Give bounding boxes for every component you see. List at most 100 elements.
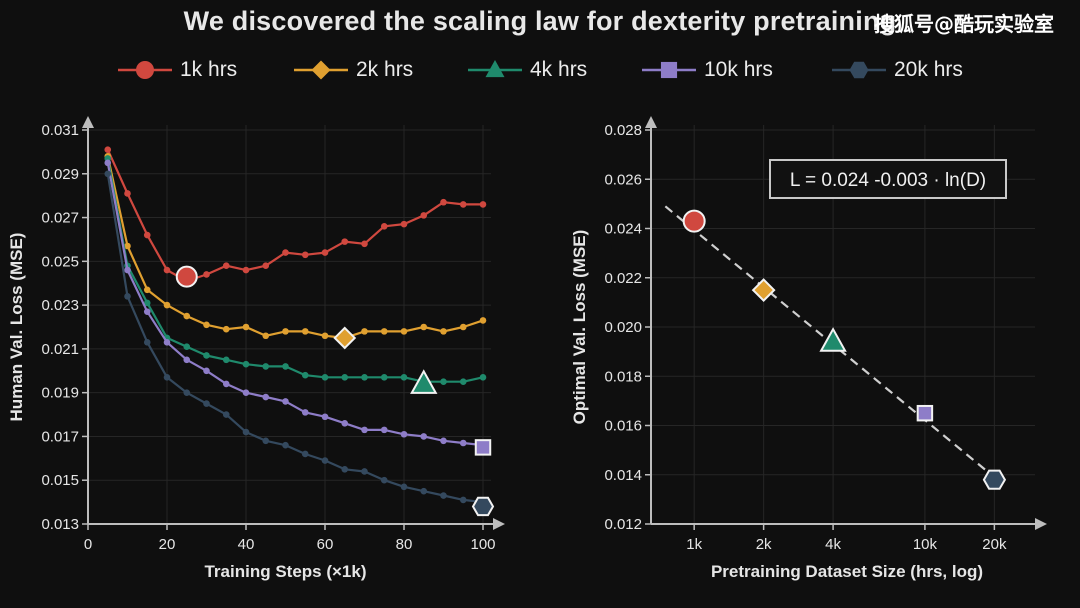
x-tick-label: 4k <box>825 536 841 553</box>
series-line-2k <box>106 156 484 339</box>
legend-item-20k: 20k hrs <box>830 52 963 88</box>
data-point-2k <box>282 328 289 335</box>
data-point-10k <box>321 413 329 421</box>
data-point-2k <box>440 328 447 335</box>
y-axis-label: Optimal Val. Loss (MSE) <box>570 230 589 425</box>
x-axis-label: Training Steps (×1k) <box>204 562 366 581</box>
x-tick-label: 10k <box>913 536 938 553</box>
y-tick-label: 0.023 <box>41 297 79 314</box>
series-line-1k <box>106 149 483 283</box>
legend-label-1k: 1k hrs <box>180 58 238 81</box>
data-point-10k <box>242 389 250 396</box>
y-tick-label: 0.018 <box>604 368 642 385</box>
data-point-10k <box>163 339 171 346</box>
y-tick-label: 0.016 <box>604 418 642 435</box>
scatter-point-4k <box>819 327 847 352</box>
y-tick-label: 0.020 <box>604 319 642 336</box>
x-axis-arrow <box>1035 518 1047 530</box>
data-point-20k <box>143 339 151 346</box>
data-point-1k <box>479 201 487 208</box>
y-tick-label: 0.022 <box>604 270 642 287</box>
data-point-10k <box>203 367 210 375</box>
y-tick-label: 0.017 <box>41 428 79 445</box>
data-point-2k <box>242 323 250 331</box>
legend: 1k hrs 2k hrs 4k hrs 10k hrs 20k hrs <box>0 52 1080 88</box>
data-point-1k <box>282 249 289 256</box>
data-point-4k <box>321 374 329 381</box>
x-tick-label: 2k <box>756 536 772 553</box>
data-point-10k <box>222 380 230 388</box>
legend-marker-4k <box>468 60 522 78</box>
y-tick-label: 0.029 <box>41 166 79 183</box>
data-point-1k <box>203 271 210 278</box>
data-point-20k <box>203 400 210 407</box>
legend-label-2k: 2k hrs <box>356 58 414 81</box>
data-point-10k <box>104 159 112 167</box>
legend-item-4k: 4k hrs <box>466 52 587 88</box>
data-point-2k <box>380 328 388 335</box>
watermark: 搜狐号@酷玩实验室 <box>874 12 1054 36</box>
data-point-2k <box>222 325 230 333</box>
legend-item-1k: 1k hrs <box>116 52 237 88</box>
data-point-1k <box>124 190 131 197</box>
optimum-marker-10k <box>474 439 492 456</box>
data-point-20k <box>301 450 309 458</box>
optimum-marker-20k <box>471 496 495 517</box>
chart-title: We discovered the scaling law for dexter… <box>183 6 897 36</box>
data-point-20k <box>163 374 171 381</box>
data-point-4k <box>459 378 467 386</box>
data-point-4k <box>361 374 368 381</box>
data-point-2k <box>301 328 309 335</box>
optimum-marker-4k <box>410 369 438 394</box>
y-axis-arrow <box>645 116 657 128</box>
scatter-point-1k <box>682 209 706 233</box>
data-point-10k <box>380 426 388 434</box>
data-point-2k <box>321 332 329 340</box>
data-point-4k <box>203 352 210 359</box>
x-axis-label: Pretraining Dataset Size (hrs, log) <box>711 562 983 581</box>
data-point-20k <box>440 492 447 499</box>
legend-item-2k: 2k hrs <box>292 52 413 88</box>
legend-label-10k: 10k hrs <box>704 58 773 81</box>
y-axis-label: Human Val. Loss (MSE) <box>7 233 26 422</box>
data-point-10k <box>361 426 368 434</box>
data-point-20k <box>262 437 270 445</box>
scatter-point-20k <box>982 469 1007 490</box>
y-tick-label: 0.012 <box>604 516 642 533</box>
data-point-2k <box>163 301 171 309</box>
data-point-10k <box>143 308 151 315</box>
data-point-10k <box>440 437 447 445</box>
data-point-20k <box>124 293 131 300</box>
data-point-2k <box>361 328 368 335</box>
data-point-1k <box>262 262 270 270</box>
x-tick-label: 0 <box>84 536 92 553</box>
data-point-4k <box>282 363 289 370</box>
y-tick-label: 0.013 <box>41 516 79 533</box>
data-point-1k <box>222 262 230 270</box>
scatter-point-10k <box>916 404 934 422</box>
data-point-4k <box>341 374 349 381</box>
data-point-10k <box>124 266 131 274</box>
x-tick-label: 40 <box>238 536 255 553</box>
data-point-20k <box>380 476 388 484</box>
data-point-10k <box>301 409 309 416</box>
x-tick-label: 60 <box>317 536 334 553</box>
y-tick-label: 0.021 <box>41 341 79 358</box>
scatter-point-2k <box>751 278 776 302</box>
data-point-2k <box>143 286 151 294</box>
legend-item-10k: 10k hrs <box>640 52 773 88</box>
equation-text: L = 0.024 -0.003 · ln(D) <box>790 170 986 191</box>
legend-marker-20k <box>832 61 886 79</box>
y-tick-label: 0.025 <box>41 253 79 270</box>
data-point-2k <box>124 242 131 250</box>
y-tick-label: 0.031 <box>41 122 79 139</box>
data-point-4k <box>262 363 270 370</box>
y-tick-label: 0.014 <box>604 467 642 484</box>
data-point-1k <box>143 231 151 239</box>
data-point-2k <box>459 323 467 331</box>
right-chart-scaling-law: 0.012 0.014 0.016 0.018 0.020 0.022 0.024 0.026… <box>570 116 1047 581</box>
data-point-1k <box>420 212 428 219</box>
data-point-20k <box>361 468 368 475</box>
data-point-4k <box>143 299 151 307</box>
